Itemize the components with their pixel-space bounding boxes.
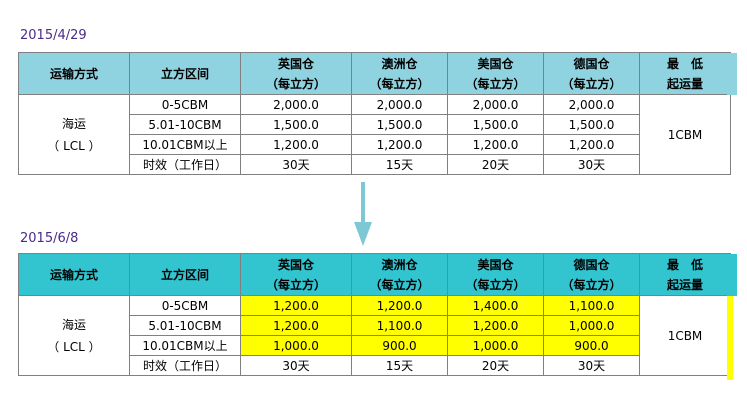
header-us: 美国仓 （每立方）	[447, 253, 544, 296]
highlighted-price-cell: 1,100.0	[543, 295, 640, 316]
table-cell: 5.01-10CBM	[129, 315, 241, 336]
header-us-unit: （每立方）	[465, 76, 526, 91]
highlighted-price-cell: 1,000.0	[447, 335, 544, 356]
table-cell: 1,500.0	[240, 114, 352, 135]
header-range: 立方区间	[129, 253, 241, 296]
highlighted-price-cell: 1,200.0	[240, 295, 352, 316]
table-date-new: 2015/6/8	[20, 231, 79, 246]
header-min: 最 低起运量	[639, 253, 731, 296]
header-de: 德国仓 （每立方）	[543, 52, 640, 95]
highlight-edge-sliver	[727, 296, 733, 380]
down-arrow-icon	[354, 182, 372, 246]
header-min-label: 最 低	[666, 257, 703, 272]
highlighted-price-cell: 1,000.0	[543, 315, 640, 336]
table-cell: 1,500.0	[351, 114, 448, 135]
price-table-new: 运输方式 立方区间 英国仓 （每立方） 澳洲仓 （每立方） 美国仓 （每立方） 德国仓…	[18, 253, 731, 376]
highlighted-price-cell: 1,200.0	[351, 295, 448, 316]
header-au: 澳洲仓 （每立方）	[351, 253, 448, 296]
header-mode: 运输方式	[18, 52, 130, 95]
header-uk-unit: （每立方）	[265, 76, 326, 91]
price-table-old: 运输方式 立方区间 英国仓 （每立方） 澳洲仓 （每立方） 美国仓 （每立方） 德国仓…	[18, 52, 731, 175]
table-cell: 1,500.0	[543, 114, 640, 135]
table-date-old: 2015/4/29	[20, 28, 87, 43]
header-us: 美国仓 （每立方）	[447, 52, 544, 95]
table-cell: 1,200.0	[447, 134, 544, 155]
min-qty-cell: 1CBM	[639, 295, 731, 376]
header-au-label: 澳洲仓	[381, 257, 418, 272]
table-cell: 0-5CBM	[129, 94, 241, 115]
table-cell: 5.01-10CBM	[129, 114, 241, 135]
header-uk-label: 英国仓	[277, 56, 314, 71]
header-de-label: 德国仓	[573, 257, 610, 272]
highlighted-price-cell: 1,200.0	[240, 315, 352, 336]
header-us-label: 美国仓	[477, 257, 514, 272]
table-cell: 15天	[351, 154, 448, 175]
header-edge-sliver	[727, 53, 737, 95]
mode-cell: 海运 （ LCL ）	[18, 295, 130, 376]
table-cell: 0-5CBM	[129, 295, 241, 316]
header-range: 立方区间	[129, 52, 241, 95]
highlighted-price-cell: 1,200.0	[447, 315, 544, 336]
min-qty-cell: 1CBM	[639, 94, 731, 175]
table-cell: 1,500.0	[447, 114, 544, 135]
highlighted-price-cell: 900.0	[351, 335, 448, 356]
header-uk: 英国仓 （每立方）	[240, 52, 352, 95]
header-min-label2: 起运量	[666, 76, 703, 91]
header-uk-unit: （每立方）	[265, 277, 326, 292]
table-cell: 10.01CBM以上	[129, 134, 241, 155]
table-cell: 1,200.0	[543, 134, 640, 155]
table-cell: 30天	[543, 154, 640, 175]
table-cell: 2,000.0	[543, 94, 640, 115]
highlighted-price-cell: 1,100.0	[351, 315, 448, 336]
table-cell: 1,200.0	[240, 134, 352, 155]
table-cell: 30天	[543, 355, 640, 376]
mode-line1: 海运	[61, 116, 86, 131]
header-uk-label: 英国仓	[277, 257, 314, 272]
table-cell: 10.01CBM以上	[129, 335, 241, 356]
header-min-label2: 起运量	[666, 277, 703, 292]
table-cell: 30天	[240, 154, 352, 175]
mode-line1: 海运	[61, 317, 86, 332]
table-cell: 30天	[240, 355, 352, 376]
mode-cell: 海运 （ LCL ）	[18, 94, 130, 175]
header-min-label: 最 低	[666, 56, 703, 71]
header-us-unit: （每立方）	[465, 277, 526, 292]
table-cell: 20天	[447, 154, 544, 175]
header-min: 最 低起运量	[639, 52, 731, 95]
mode-line2: （ LCL ）	[47, 138, 101, 153]
header-de-unit: （每立方）	[561, 76, 622, 91]
table-cell: 1,200.0	[351, 134, 448, 155]
header-au: 澳洲仓 （每立方）	[351, 52, 448, 95]
header-uk: 英国仓 （每立方）	[240, 253, 352, 296]
table-cell: 2,000.0	[240, 94, 352, 115]
header-us-label: 美国仓	[477, 56, 514, 71]
header-de-label: 德国仓	[573, 56, 610, 71]
mode-line2: （ LCL ）	[47, 339, 101, 354]
table-cell: 15天	[351, 355, 448, 376]
header-de: 德国仓 （每立方）	[543, 253, 640, 296]
table-cell: 时效（工作日）	[129, 154, 241, 175]
header-mode: 运输方式	[18, 253, 130, 296]
header-au-unit: （每立方）	[369, 277, 430, 292]
table-cell: 20天	[447, 355, 544, 376]
header-au-label: 澳洲仓	[381, 56, 418, 71]
highlighted-price-cell: 900.0	[543, 335, 640, 356]
table-cell: 2,000.0	[351, 94, 448, 115]
highlighted-price-cell: 1,400.0	[447, 295, 544, 316]
table-cell: 2,000.0	[447, 94, 544, 115]
table-cell: 时效（工作日）	[129, 355, 241, 376]
header-edge-sliver	[727, 254, 737, 296]
header-au-unit: （每立方）	[369, 76, 430, 91]
header-de-unit: （每立方）	[561, 277, 622, 292]
highlighted-price-cell: 1,000.0	[240, 335, 352, 356]
